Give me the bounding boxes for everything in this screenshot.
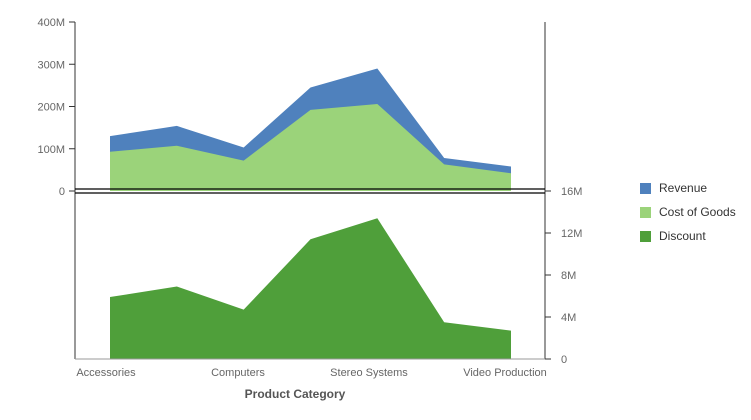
x-tick-label: Video Production: [463, 367, 547, 379]
legend-swatch: [640, 206, 651, 218]
x-tick-label: Accessories: [76, 367, 136, 379]
bottom-y-tick-label: 4M: [561, 312, 576, 324]
x-tick-label: Stereo Systems: [330, 367, 408, 379]
legend-swatch: [640, 230, 651, 242]
legend-label: Cost of Goods: [659, 205, 736, 219]
bottom-y-tick-label: 8M: [561, 270, 576, 282]
bottom-y-tick-label: 16M: [561, 186, 582, 198]
legend-item-revenue[interactable]: Revenue: [640, 176, 736, 200]
legend-item-discount[interactable]: Discount: [640, 224, 736, 248]
top-y-tick-label: 300M: [37, 59, 65, 71]
top-y-tick-label: 200M: [37, 102, 65, 114]
axis-labels: 0 100M 200M 300M 400M 0 4M 8M 12M 16M Accessories C…: [37, 17, 582, 379]
legend-swatch: [640, 182, 651, 194]
x-tick-label: Computers: [211, 367, 265, 379]
top-panel-areas: [110, 68, 511, 191]
axes: [69, 21, 551, 360]
legend: Revenue Cost of Goods Discount: [640, 176, 736, 248]
area-discount: [110, 218, 511, 359]
top-y-tick-label: 0: [59, 186, 65, 198]
bottom-panel-areas: [110, 218, 511, 359]
bottom-y-tick-label: 12M: [561, 228, 582, 240]
top-y-tick-label: 400M: [37, 17, 65, 29]
legend-label: Revenue: [659, 181, 708, 195]
legend-item-cost-of-goods[interactable]: Cost of Goods: [640, 200, 736, 224]
top-y-tick-label: 100M: [37, 144, 65, 156]
area-cost-of-goods: [110, 103, 511, 191]
legend-label: Discount: [659, 229, 706, 243]
bottom-y-tick-label: 0: [561, 354, 567, 366]
x-axis-title: Product Category: [245, 387, 346, 401]
